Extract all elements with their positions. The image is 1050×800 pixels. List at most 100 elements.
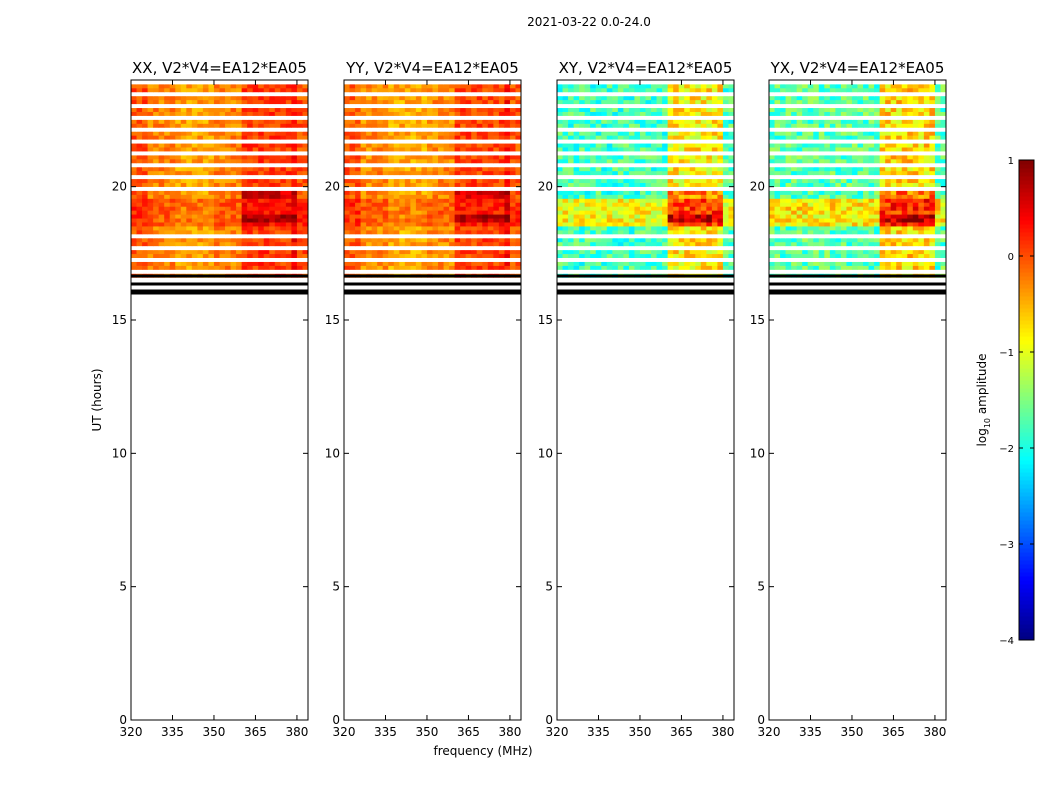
heatmap-cell (454, 107, 461, 112)
heatmap-cell (415, 202, 422, 207)
heatmap-cell (360, 198, 367, 203)
heatmap-cell (673, 119, 680, 124)
heatmap-cell (131, 162, 137, 168)
heatmap-cell (562, 83, 569, 89)
heatmap-cell (645, 206, 652, 211)
heatmap-cell (142, 261, 148, 266)
heatmap-cell (164, 194, 171, 199)
heatmap-cell (509, 241, 516, 247)
heatmap-cell (628, 198, 635, 203)
heatmap-cell (415, 151, 422, 156)
heatmap-cell (617, 257, 624, 262)
heatmap-cell (509, 249, 516, 255)
heatmap-cell (164, 162, 171, 168)
heatmap-cell (285, 182, 292, 187)
heatmap-cell (617, 214, 624, 219)
heatmap-cell (186, 123, 193, 128)
heatmap-cell (388, 265, 395, 270)
heatmap-cell (449, 123, 456, 128)
heatmap-cell (460, 186, 467, 191)
heatmap-cell (482, 229, 489, 235)
heatmap-cell (371, 214, 378, 219)
heatmap-cell (180, 139, 187, 144)
heatmap-cell (393, 83, 400, 89)
heatmap-cell (142, 170, 148, 176)
heatmap-cell (465, 127, 472, 132)
heatmap-cell (213, 103, 220, 109)
heatmap-cell (840, 269, 847, 274)
heatmap-cell (410, 119, 417, 124)
heatmap-cell (509, 154, 516, 160)
heatmap-cell (645, 218, 652, 223)
heatmap-cell (662, 194, 669, 199)
heatmap-cell (377, 135, 384, 140)
heatmap-cell (388, 182, 395, 187)
heatmap-cell (449, 190, 456, 195)
heatmap-cell (371, 158, 378, 164)
heatmap-cell (252, 190, 259, 195)
heatmap-cell (404, 170, 411, 176)
heatmap-cell (717, 166, 724, 172)
heatmap-cell (142, 115, 148, 120)
heatmap-cell (142, 158, 148, 164)
heatmap-cell (213, 147, 220, 152)
heatmap-cell (678, 226, 685, 231)
heatmap-cell (153, 202, 160, 207)
heatmap-cell (617, 261, 624, 266)
heatmap-cell (219, 139, 226, 144)
heatmap-cell (175, 182, 182, 187)
heatmap-cell (158, 249, 165, 255)
heatmap-cell (606, 198, 613, 203)
heatmap-cell (667, 198, 674, 203)
heatmap-cell (302, 147, 309, 152)
heatmap-cell (164, 178, 171, 184)
heatmap-cell (344, 206, 350, 211)
heatmap-cell (504, 158, 511, 164)
heatmap-cell (662, 186, 669, 191)
heatmap-cell (360, 257, 367, 262)
heatmap-cell (460, 143, 467, 148)
heatmap-cell (476, 147, 483, 152)
heatmap-cell (191, 229, 198, 235)
heatmap-cell (700, 103, 707, 109)
heatmap-cell (291, 139, 298, 144)
heatmap-cell (667, 229, 674, 235)
heatmap-cell (382, 87, 389, 93)
heatmap-cell (695, 210, 702, 215)
heatmap-cell (590, 131, 597, 136)
heatmap-cell (169, 186, 176, 191)
heatmap-cell (225, 269, 231, 274)
heatmap-cell (421, 131, 428, 136)
heatmap-cell (302, 210, 309, 215)
heatmap-cell (515, 194, 522, 199)
heatmap-cell (202, 162, 209, 168)
heatmap-cell (202, 99, 209, 105)
heatmap-cell (280, 206, 287, 211)
heatmap-cell (651, 87, 657, 93)
heatmap-cell (366, 147, 373, 152)
heatmap-cell (509, 127, 516, 132)
heatmap-cell (656, 253, 663, 258)
heatmap-cell (399, 162, 406, 168)
heatmap-cell (706, 241, 713, 247)
heatmap-cell (404, 190, 411, 195)
heatmap-cell (449, 261, 456, 266)
heatmap-cell (131, 107, 137, 112)
heatmap-cell (147, 194, 154, 199)
heatmap-cell (208, 253, 215, 258)
heatmap-cell (252, 253, 259, 258)
heatmap-cell (728, 143, 735, 148)
heatmap-cell (515, 151, 522, 156)
heatmap-cell (662, 261, 669, 266)
heatmap-cell (393, 147, 400, 152)
heatmap-cell (465, 154, 472, 160)
heatmap-cell (628, 111, 635, 116)
heatmap-cell (568, 131, 574, 136)
heatmap-cell (153, 269, 160, 274)
heatmap-cell (628, 154, 635, 160)
heatmap-cell (678, 222, 685, 227)
heatmap-cell (606, 166, 613, 172)
heatmap-cell (717, 103, 724, 109)
heatmap-cell (645, 190, 652, 195)
heatmap-cell (399, 257, 406, 262)
